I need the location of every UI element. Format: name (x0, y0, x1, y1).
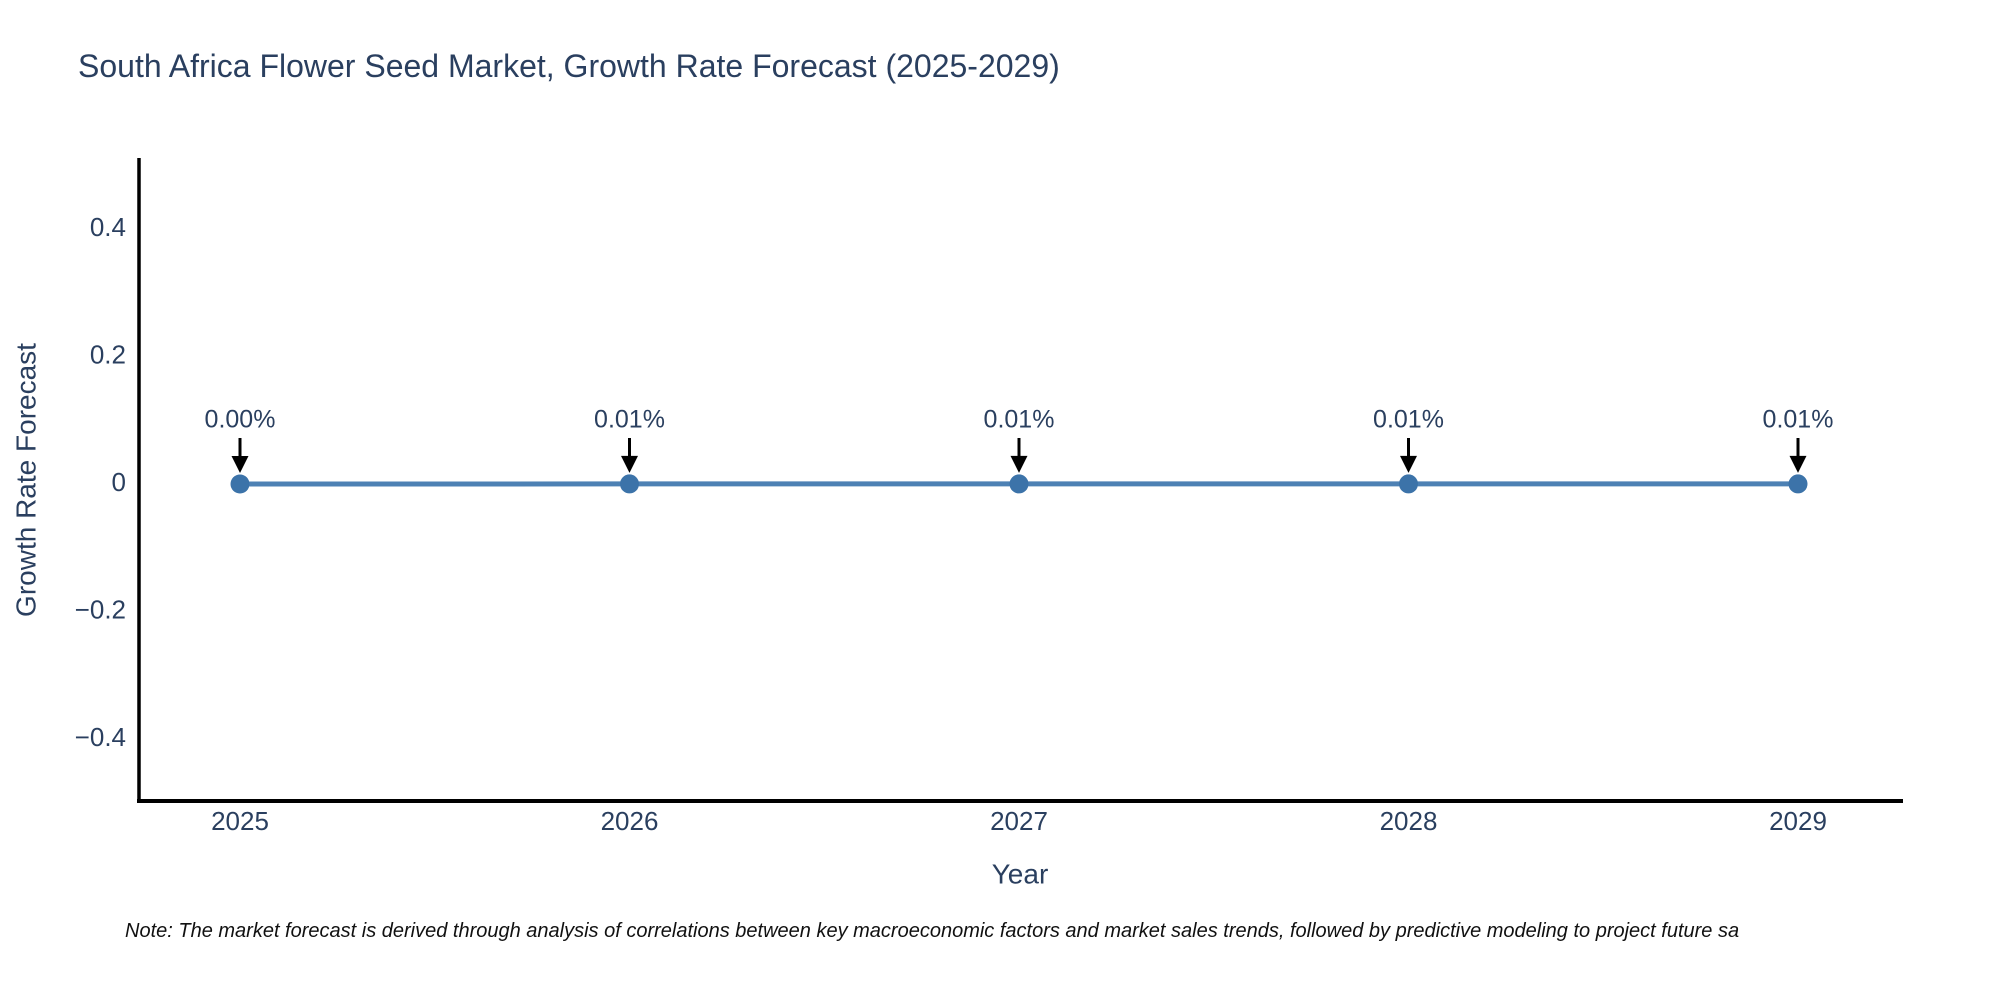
data-point-marker (1788, 474, 1808, 494)
x-tick-label: 2029 (1769, 806, 1827, 836)
y-tick-label: −0.4 (75, 722, 126, 752)
x-tick-label: 2026 (601, 806, 659, 836)
annotation-label: 0.01% (594, 406, 665, 434)
data-point-marker (230, 474, 250, 494)
data-point-marker (1009, 474, 1029, 494)
y-tick-label: 0.2 (90, 339, 126, 369)
annotation-arrowhead (1400, 455, 1417, 473)
annotation-label: 0.01% (984, 406, 1055, 434)
y-axis-title: Growth Rate Forecast (10, 343, 41, 617)
annotation-arrowhead (621, 455, 638, 473)
y-tick-label: 0 (112, 467, 126, 497)
footnote: Note: The market forecast is derived thr… (125, 920, 1740, 942)
x-tick-label: 2028 (1380, 806, 1438, 836)
data-point-marker (1399, 474, 1418, 494)
data-point-marker (620, 474, 639, 494)
x-tick-label: 2027 (990, 806, 1048, 836)
x-tick-label: 2025 (211, 806, 269, 836)
annotation-arrowhead (1010, 455, 1028, 473)
annotation-label: 0.00% (205, 406, 276, 434)
chart-title: South Africa Flower Seed Market, Growth … (78, 48, 1060, 84)
annotation-label: 0.01% (1763, 406, 1834, 434)
y-tick-label: 0.4 (90, 212, 126, 242)
y-tick-label: −0.2 (75, 594, 126, 624)
annotation-label: 0.01% (1373, 406, 1444, 434)
annotation-arrowhead (231, 456, 249, 473)
x-axis-title: Year (992, 858, 1049, 889)
annotation-arrowhead (1789, 455, 1807, 473)
